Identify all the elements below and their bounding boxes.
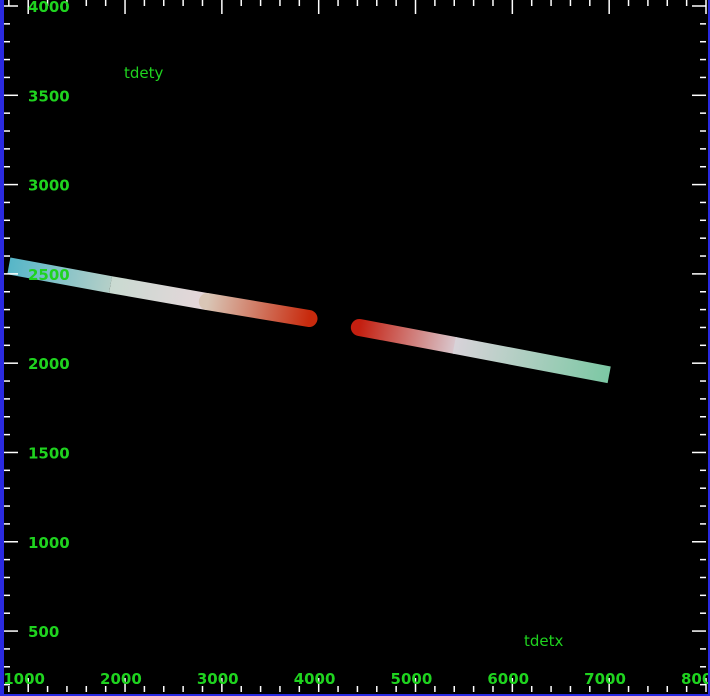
y-axis-title: tdety: [124, 64, 164, 82]
data-bands: [7, 257, 611, 384]
x-tick-label: 2000: [100, 670, 142, 688]
x-tick-label: 6000: [487, 670, 529, 688]
y-tick-label: 2000: [28, 355, 70, 373]
x-tick-labels: 1000 2000 3000 4000 5000 6000 7000 8000: [4, 670, 708, 688]
x-axis-title: tdetx: [524, 632, 564, 650]
data-band-5: [452, 336, 611, 384]
y-tick-label: 2500: [28, 266, 70, 284]
data-band-4: [350, 318, 463, 354]
y-tick-label: 3500: [28, 87, 70, 105]
x-tick-label: 4000: [294, 670, 336, 688]
y-tick-label: 4000: [28, 0, 70, 16]
y-tick-label: 3000: [28, 177, 70, 195]
axis-ticks: [4, 0, 707, 692]
data-band-3: [198, 293, 318, 328]
x-tick-label: 3000: [197, 670, 239, 688]
y-tick-labels: 500 1000 1500 2000 2500 3000 3500 4000: [28, 0, 70, 641]
y-tick-label: 500: [28, 623, 59, 641]
x-tick-label: 7000: [584, 670, 626, 688]
x-tick-label: 1000: [4, 670, 45, 688]
data-band-2: [109, 276, 209, 310]
y-tick-label: 1500: [28, 444, 70, 462]
x-tick-label: 5000: [391, 670, 433, 688]
y-tick-label: 1000: [28, 534, 70, 552]
data-band-1: [7, 257, 113, 293]
scatter-plot: 1000 2000 3000 4000 5000 6000 7000 8000 500 1000…: [4, 0, 708, 692]
x-tick-label: 8000: [681, 670, 708, 688]
